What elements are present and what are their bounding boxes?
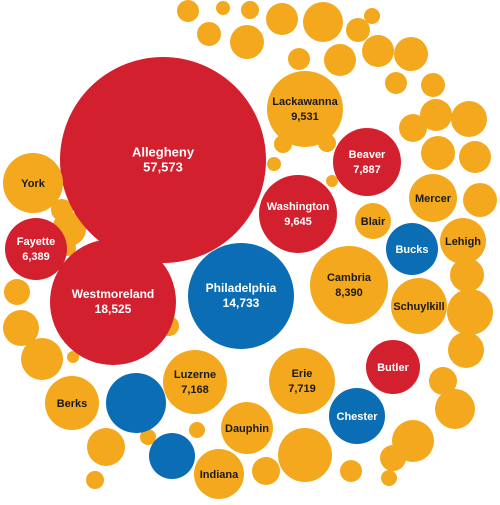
filler-bubble <box>149 433 195 479</box>
filler-bubble <box>450 258 484 292</box>
filler-bubble <box>346 18 370 42</box>
filler-bubble <box>4 279 30 305</box>
bubble-philadelphia <box>188 243 294 349</box>
filler-bubble <box>451 101 487 137</box>
filler-bubble <box>216 1 230 15</box>
bubble-label-lehigh: Lehigh <box>445 236 481 248</box>
filler-bubble <box>177 0 199 22</box>
filler-bubble <box>324 44 356 76</box>
filler-bubble <box>197 22 221 46</box>
bubble-label-mercer: Mercer <box>415 193 452 205</box>
bubble-label-lackawanna: Lackawanna <box>272 96 338 108</box>
filler-bubble <box>140 429 156 445</box>
bubble-blair <box>355 203 391 239</box>
bubble-label-allegheny: Allegheny <box>132 144 195 159</box>
bubble-cambria <box>310 246 388 324</box>
bubble-westmoreland <box>50 239 176 365</box>
bubble-label-butler: Butler <box>377 362 410 374</box>
filler-bubble <box>362 35 394 67</box>
filler-bubble <box>435 389 475 429</box>
filler-bubble <box>267 157 281 171</box>
filler-bubble <box>326 175 338 187</box>
filler-bubble <box>51 199 73 221</box>
bubble-bucks <box>386 223 438 275</box>
filler-bubble <box>241 1 259 19</box>
bubble-indiana <box>194 449 244 499</box>
filler-bubble <box>86 471 104 489</box>
bubble-mercer <box>409 174 457 222</box>
filler-bubble <box>394 37 428 71</box>
bubble-label-cambria: Cambria <box>327 272 372 284</box>
bubble-label-bucks: Bucks <box>395 244 428 256</box>
filler-bubble <box>463 183 497 217</box>
bubble-value-washington: 9,645 <box>284 216 312 228</box>
bubble-label-fayette: Fayette <box>17 236 56 248</box>
bubble-label-chester: Chester <box>337 411 379 423</box>
bubble-value-luzerne: 7,168 <box>181 384 209 396</box>
filler-bubble <box>3 310 39 346</box>
filler-bubble <box>288 48 310 70</box>
bubble-lehigh <box>440 218 486 264</box>
filler-bubble <box>459 141 491 173</box>
filler-bubble <box>380 445 406 471</box>
bubble-label-washington: Washington <box>267 201 330 213</box>
bubble-value-beaver: 7,887 <box>353 164 381 176</box>
filler-bubble <box>399 114 427 142</box>
bubble-label-erie: Erie <box>292 368 313 380</box>
filler-bubble <box>106 373 166 433</box>
bubble-york <box>3 153 63 213</box>
filler-bubble <box>278 428 332 482</box>
bubble-allegheny <box>60 57 266 263</box>
bubble-value-allegheny: 57,573 <box>143 159 183 174</box>
filler-bubble <box>447 289 493 335</box>
filler-bubble <box>340 460 362 482</box>
bubble-erie <box>269 348 335 414</box>
bubble-label-dauphin: Dauphin <box>225 423 269 435</box>
bubble-washington <box>259 175 337 253</box>
filler-bubble <box>21 338 63 380</box>
bubble-luzerne <box>163 350 227 414</box>
bubble-value-lackawanna: 9,531 <box>291 111 319 123</box>
bubble-value-philadelphia: 14,733 <box>223 296 260 310</box>
bubble-label-berks: Berks <box>57 398 88 410</box>
filler-bubble <box>303 2 343 42</box>
bubble-label-westmoreland: Westmoreland <box>72 287 154 301</box>
bubble-lackawanna <box>267 71 343 147</box>
filler-bubble <box>429 367 457 395</box>
bubble-butler <box>366 340 420 394</box>
filler-bubble <box>189 422 205 438</box>
bubble-label-indiana: Indiana <box>200 469 239 481</box>
bubble-label-schuylkill: Schuylkill <box>393 301 444 313</box>
filler-bubble <box>420 99 452 131</box>
bubble-label-luzerne: Luzerne <box>174 369 216 381</box>
bubble-dauphin <box>221 402 273 454</box>
filler-bubble <box>266 3 298 35</box>
filler-bubble <box>67 351 79 363</box>
filler-bubble <box>381 470 397 486</box>
filler-bubble <box>385 72 407 94</box>
bubble-chester <box>329 388 385 444</box>
bubble-label-york: York <box>21 178 46 190</box>
bubble-label-philadelphia: Philadelphia <box>206 281 277 295</box>
filler-bubble <box>448 332 484 368</box>
bubble-label-beaver: Beaver <box>349 149 386 161</box>
filler-bubble <box>87 428 125 466</box>
filler-bubble <box>230 25 264 59</box>
bubble-berks <box>45 376 99 430</box>
filler-bubble <box>421 73 445 97</box>
bubble-beaver <box>333 128 401 196</box>
bubble-value-westmoreland: 18,525 <box>95 302 132 316</box>
bubble-value-erie: 7,719 <box>288 383 316 395</box>
bubble-label-blair: Blair <box>361 216 386 228</box>
bubble-schuylkill <box>391 278 447 334</box>
bubble-fayette <box>5 218 67 280</box>
filler-bubble <box>364 8 380 24</box>
filler-bubble <box>421 136 455 170</box>
bubble-value-fayette: 6,389 <box>22 251 50 263</box>
filler-bubble <box>252 457 280 485</box>
bubble-value-cambria: 8,390 <box>335 287 363 299</box>
